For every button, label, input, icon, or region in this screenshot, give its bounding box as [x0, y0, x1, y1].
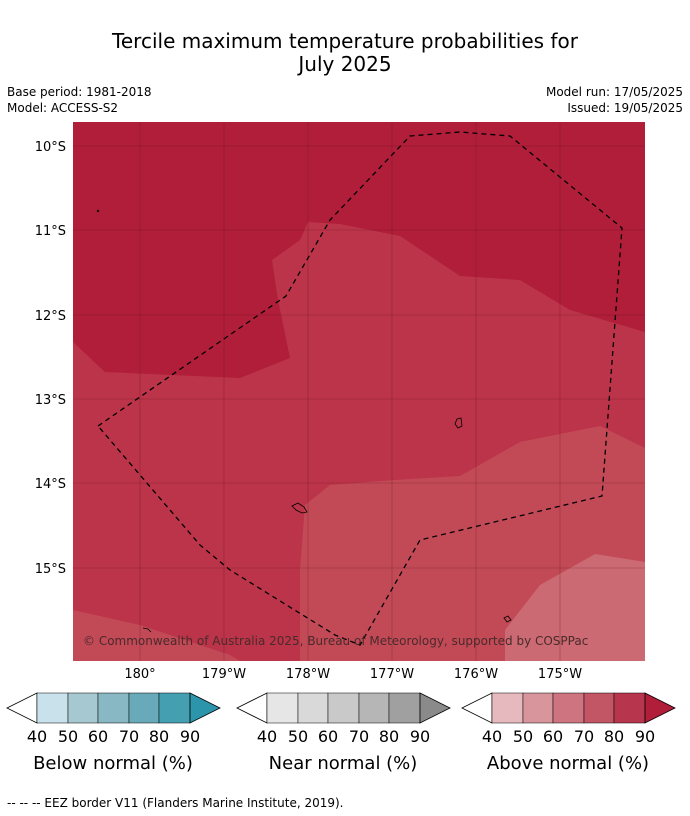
lat-label-12s: 12°S [35, 309, 66, 324]
colorbar-swatch [327, 692, 360, 724]
colorbar-swatch [266, 692, 299, 724]
tick: 40 [256, 727, 278, 746]
colorbar-near: 40 50 60 70 80 90 Near normal (%) [236, 690, 452, 774]
lat-label-15s: 15°S [35, 562, 66, 577]
eez-legend-note: -- -- -- EEZ border V11 (Flanders Marine… [7, 796, 344, 810]
colorbar-low-extend [461, 692, 493, 724]
lat-labels: 10°S 11°S 12°S 13°S 14°S 15°S [35, 140, 66, 577]
title-line-1: Tercile maximum temperature probabilitie… [112, 29, 578, 53]
colorbar-swatch [358, 692, 390, 724]
tick: 50 [287, 727, 309, 746]
island-2 [454, 417, 463, 429]
colorbar-swatch [97, 692, 130, 724]
lat-label-13s: 13°S [35, 393, 66, 408]
probability-map: 10°S 11°S 12°S 13°S 14°S 15°S 180° 179°W… [35, 122, 645, 680]
colorbar-above-swatches [461, 692, 676, 724]
chart-title: Tercile maximum temperature probabilitie… [0, 30, 690, 76]
island-3 [503, 615, 512, 623]
colorbar-below-label: Below normal (%) [33, 753, 193, 774]
colorbar-swatch [36, 692, 69, 724]
colorbar-swatch [388, 692, 421, 724]
tick: 60 [542, 727, 564, 746]
tick: 70 [118, 727, 140, 746]
colorbar-swatch [552, 692, 585, 724]
gridlines [73, 122, 645, 661]
model-name: Model: ACCESS-S2 [7, 101, 119, 115]
colorbar-above-label: Above normal (%) [486, 753, 650, 774]
lon-label-176w: 176°W [454, 667, 498, 680]
lat-label-10s: 10°S [35, 140, 66, 155]
issued-date: Issued: 19/05/2025 [567, 101, 683, 115]
eez-border [97, 131, 623, 646]
tick: 80 [148, 727, 170, 746]
copyright-text: © Commonwealth of Australia 2025, Bureau… [83, 634, 588, 648]
tick: 80 [603, 727, 625, 746]
tick: 50 [57, 727, 79, 746]
islands [96, 209, 512, 633]
tick: 60 [87, 727, 109, 746]
lon-label-180: 180° [124, 667, 155, 680]
tick: 60 [317, 727, 339, 746]
colorbar-below-swatches [6, 692, 221, 724]
tick: 40 [26, 727, 48, 746]
lat-label-14s: 14°S [35, 477, 66, 492]
colorbar-swatch [491, 692, 524, 724]
model-run: Model run: 17/05/2025 [545, 85, 683, 99]
tick: 90 [409, 727, 431, 746]
lon-label-178w: 178°W [286, 667, 330, 680]
region-above-70-corner [73, 610, 240, 661]
colorbar-swatch [297, 692, 329, 724]
colorbar-above: 40 50 60 70 80 90 Above normal (%) [461, 690, 677, 774]
colorbar-swatch [158, 692, 191, 724]
colorbar-swatch [583, 692, 615, 724]
colorbar-swatch [613, 692, 646, 724]
lon-label-179w: 179°W [202, 667, 246, 680]
meta-right: Model run: 17/05/2025 Issued: 19/05/2025 [546, 84, 683, 116]
island-1 [291, 502, 308, 514]
tick: 90 [179, 727, 201, 746]
lon-label-177w: 177°W [370, 667, 414, 680]
tick: 70 [573, 727, 595, 746]
colorbar-near-label: Near normal (%) [268, 753, 418, 774]
map-fill [73, 122, 645, 661]
colorbar-low-extend [6, 692, 38, 724]
colorbar-swatch [67, 692, 99, 724]
tick: 90 [634, 727, 656, 746]
title-line-2: July 2025 [298, 52, 392, 76]
colorbar-near-swatches [236, 692, 451, 724]
colorbar-swatch [522, 692, 554, 724]
colorbar-high-extend [644, 692, 676, 724]
tick: 40 [481, 727, 503, 746]
base-period: Base period: 1981-2018 [7, 85, 152, 99]
colorbar-high-extend [419, 692, 451, 724]
colorbar-below: 40 50 60 70 80 90 Below normal (%) [6, 690, 222, 774]
region-above-60 [505, 554, 645, 661]
colorbar-low-extend [236, 692, 268, 724]
colorbar-swatch [128, 692, 160, 724]
tick: 70 [348, 727, 370, 746]
island-4 [142, 627, 152, 633]
tick: 80 [378, 727, 400, 746]
lon-labels: 180° 179°W 178°W 177°W 176°W 175°W [124, 667, 582, 680]
colorbar-high-extend [189, 692, 221, 724]
island-5 [96, 209, 100, 213]
lon-label-175w: 175°W [538, 667, 582, 680]
tick: 50 [512, 727, 534, 746]
meta-left: Base period: 1981-2018 Model: ACCESS-S2 [7, 84, 152, 116]
lat-label-11s: 11°S [35, 224, 66, 239]
